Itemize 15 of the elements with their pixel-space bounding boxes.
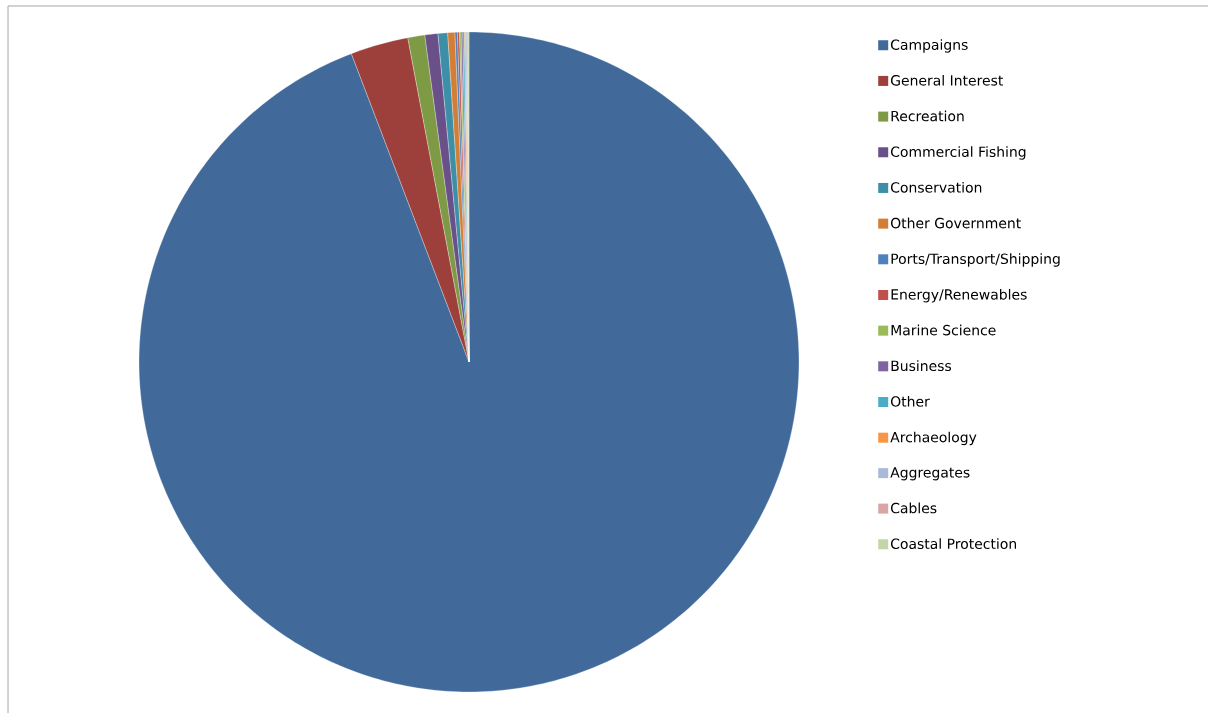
legend-label: Ports/Transport/Shipping [891,253,1060,267]
legend-label: Other Government [890,217,1021,229]
legend-label: Other [890,395,930,407]
legend-label: Commercial Fishing [890,146,1026,160]
legend-label: Recreation [891,110,964,122]
legend-label: Aggregates [890,467,970,481]
legend-label: Archaeology [890,431,977,446]
legend-label: Energy/Renewables [891,288,1027,303]
legend-label: Cables [890,502,937,514]
legend-label: General Interest [890,74,1004,86]
legend-label: Campaigns [890,39,968,53]
legend-label: Marine Science [891,324,996,336]
legend-label: Coastal Protection [890,538,1016,550]
legend-label: Conservation [890,181,982,193]
legend-label: Business [891,360,952,372]
